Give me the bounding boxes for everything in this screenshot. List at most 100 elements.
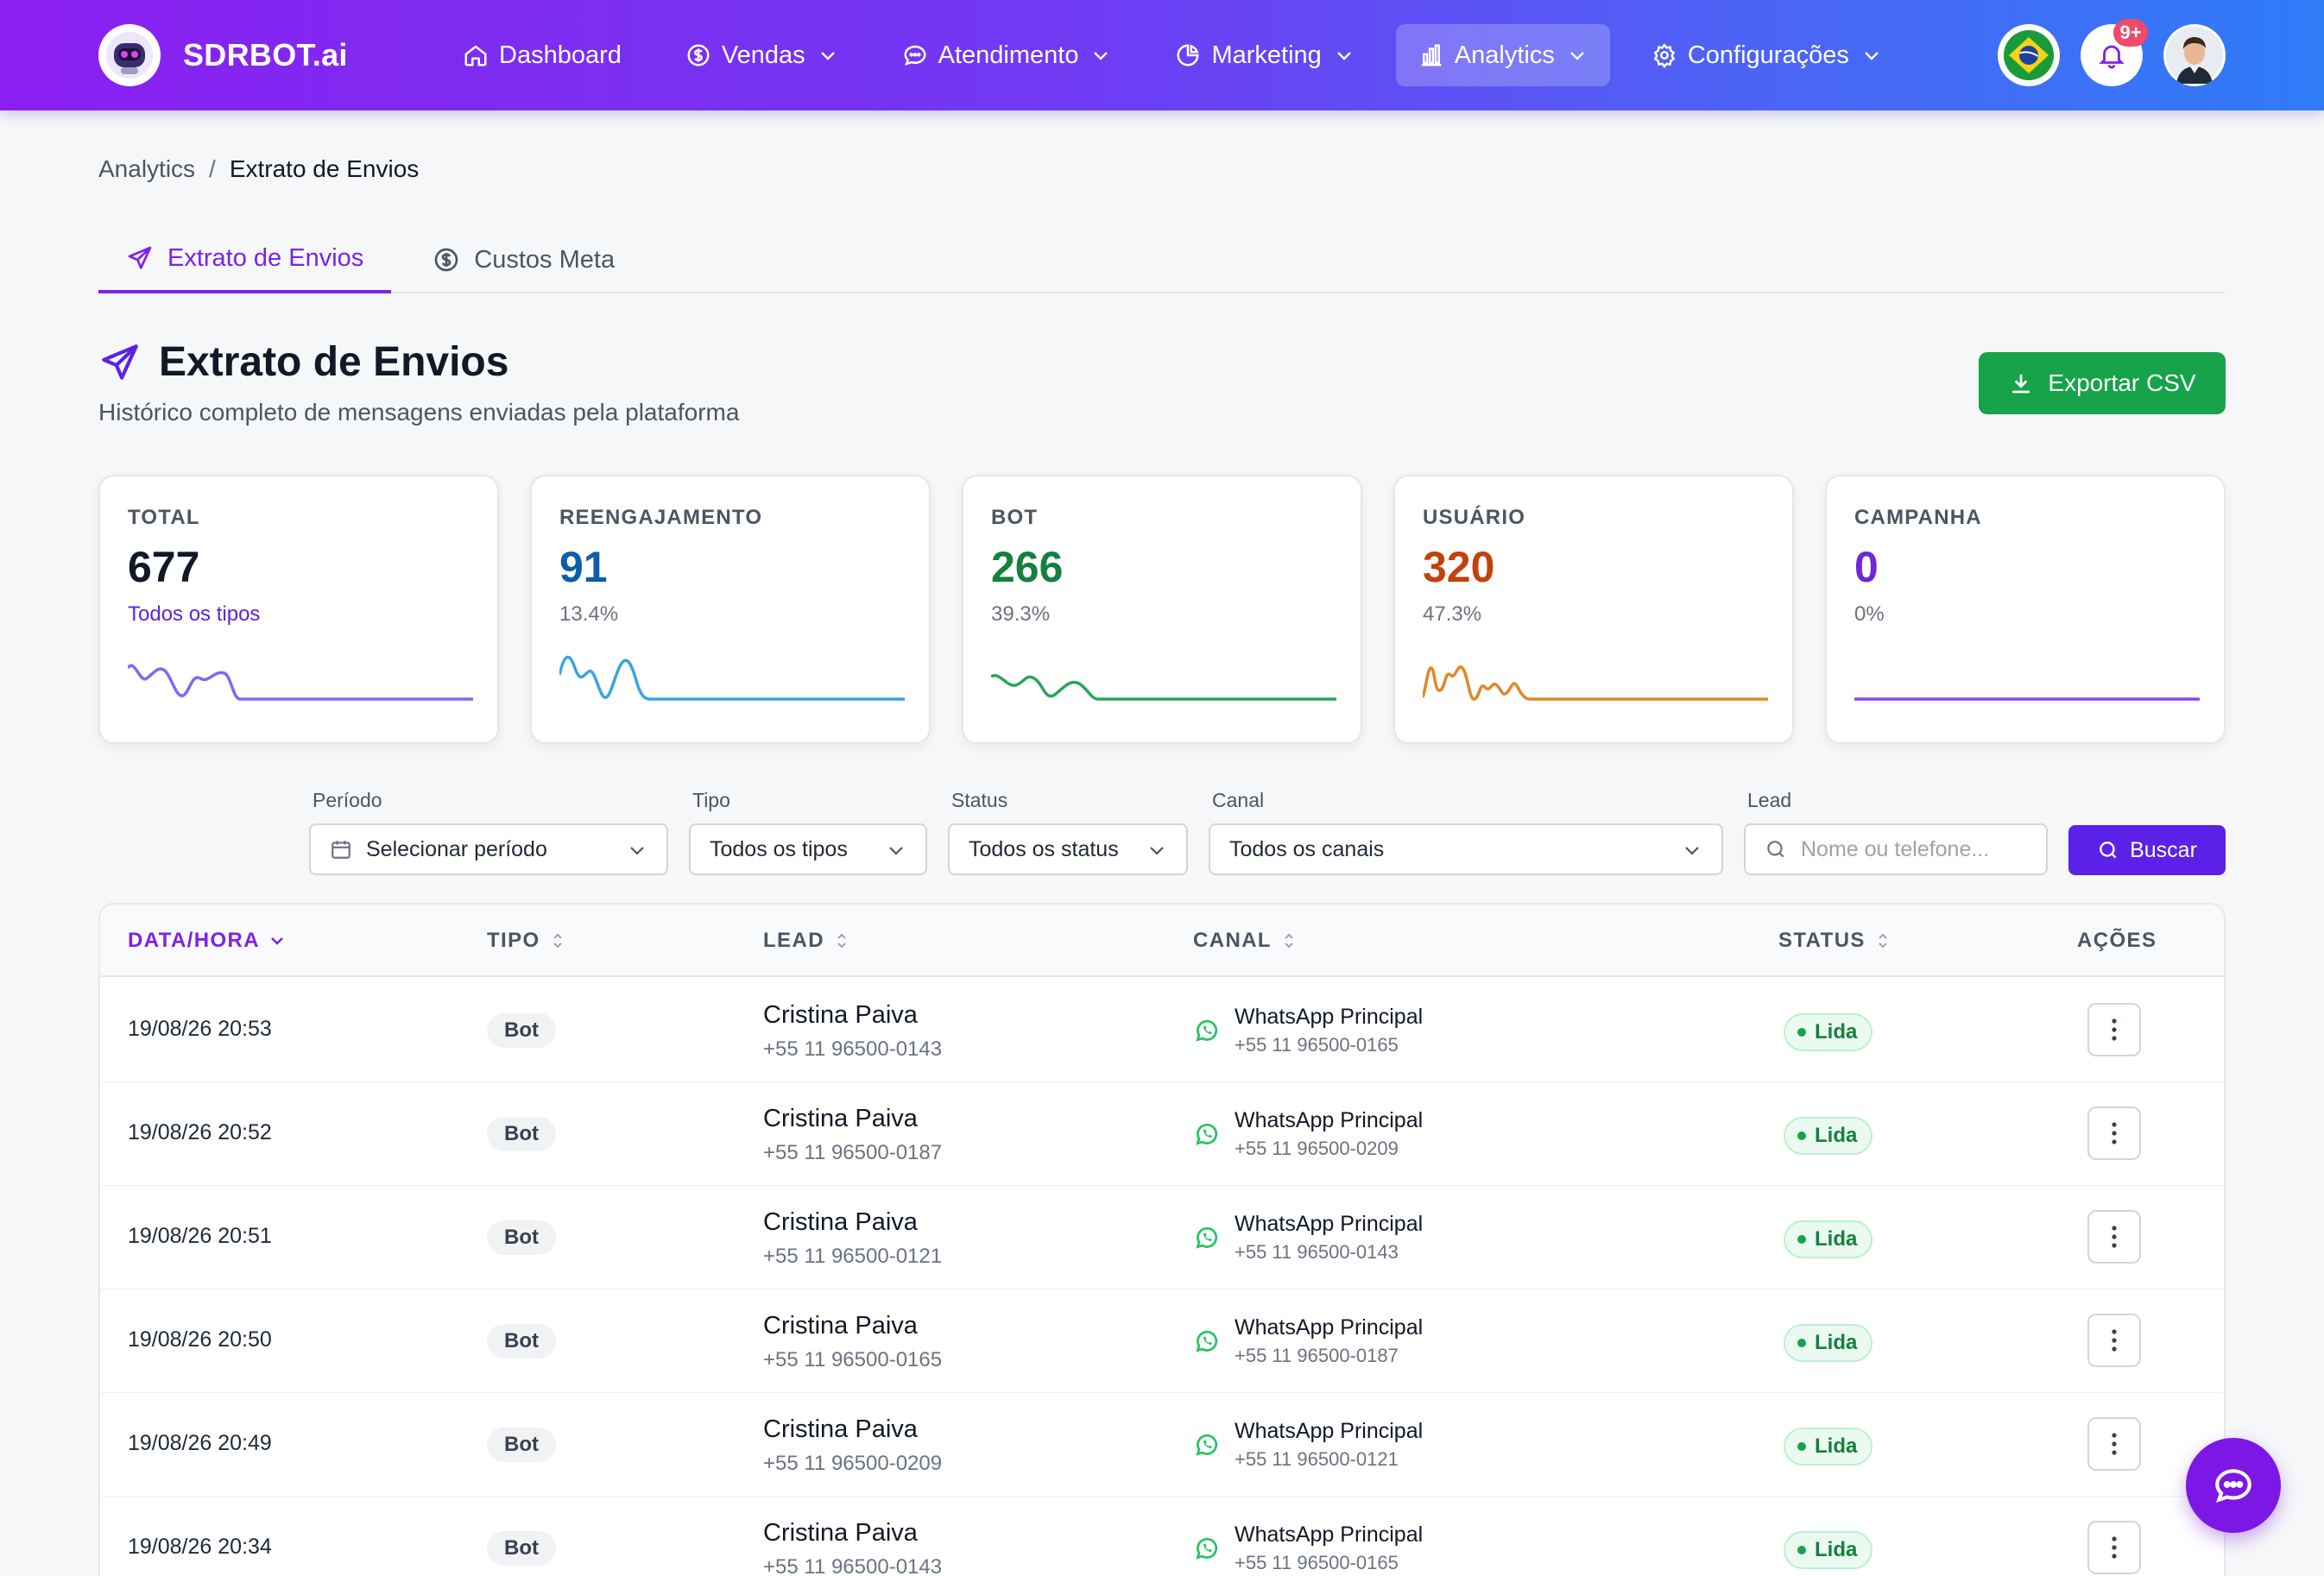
table-row[interactable]: 19/08/26 20:53 Bot Cristina Paiva +55 11… [100,979,2224,1082]
page-header: Extrato de Envios [98,338,508,386]
cell-date: 19/08/26 20:50 [128,1327,272,1352]
cell-date: 19/08/26 20:52 [128,1120,272,1144]
status-badge: Lida [1784,1220,1873,1258]
type-badge: Bot [487,1220,556,1255]
user-photo-icon [2166,27,2223,84]
col-label: LEAD [763,929,824,952]
table-row[interactable]: 19/08/26 20:51 Bot Cristina Paiva +55 11… [100,1186,2224,1289]
brand[interactable]: SDRBOT.ai [98,24,348,86]
lead-phone: +55 11 96500-0209 [763,1452,943,1475]
more-vertical-icon [2112,1122,2117,1144]
channel-select[interactable]: Todos os canais [1209,823,1723,875]
lead-phone: +55 11 96500-0121 [763,1245,943,1268]
col-status[interactable]: STATUS [1778,929,1890,953]
row-actions-button[interactable] [2087,1106,2141,1160]
col-tipo[interactable]: TIPO [487,929,565,953]
nav-label: Marketing [1211,41,1322,69]
chevron-down-icon [1861,45,1882,66]
row-actions-button[interactable] [2087,1003,2141,1056]
type-select[interactable]: Todos os tipos [689,823,927,875]
pie-icon [1175,42,1201,68]
more-vertical-icon [2112,1329,2117,1352]
dollar-circle-icon [433,246,460,274]
more-vertical-icon [2112,1536,2117,1559]
channel-name: WhatsApp Principal [1235,1315,1424,1340]
chevron-down-icon [270,931,284,950]
breadcrumb-separator: / [209,155,216,182]
nav-marketing[interactable]: Marketing [1153,24,1376,86]
period-select[interactable]: Selecionar período [309,823,668,875]
status-dot [1797,1442,1806,1451]
status-badge: Lida [1784,1428,1873,1466]
channel-name: WhatsApp Principal [1235,1522,1424,1547]
filter-label-lead: Lead [1747,789,1792,811]
home-icon [463,42,489,68]
cell-date: 19/08/26 20:53 [128,1017,272,1041]
lead-name[interactable]: Cristina Paiva [763,1001,918,1029]
tab-extrato-de-envios[interactable]: Extrato de Envios [98,226,392,293]
whatsapp-icon [1193,1431,1221,1459]
row-actions-button[interactable] [2087,1210,2141,1264]
language-selector[interactable] [1998,24,2060,86]
breadcrumb-current: Extrato de Envios [229,155,420,182]
status-value: Todos os status [969,836,1119,861]
status-label: Lida [1815,1124,1858,1147]
nav-analytics[interactable]: Analytics [1395,24,1610,86]
row-actions-button[interactable] [2087,1314,2141,1367]
dollar-icon [685,42,711,68]
table-row[interactable]: 19/08/26 20:34 Bot Cristina Paiva +55 11… [100,1497,2224,1576]
nav-atendimento[interactable]: Atendimento [880,24,1134,86]
user-avatar[interactable] [2163,24,2226,86]
status-badge: Lida [1784,1013,1873,1051]
lead-search-input[interactable]: Nome ou telefone... [1744,823,2048,875]
chat-support-button[interactable] [2186,1438,2281,1533]
stat-card-total: TOTAL 677 Todos os tipos [98,475,499,744]
stat-label: USUÁRIO [1423,506,1526,529]
lead-name[interactable]: Cristina Paiva [763,1208,918,1236]
lead-name[interactable]: Cristina Paiva [763,1312,918,1340]
lead-name[interactable]: Cristina Paiva [763,1105,918,1132]
table-row[interactable]: 19/08/26 20:52 Bot Cristina Paiva +55 11… [100,1082,2224,1186]
sends-table: DATA/HORA TIPO LEAD CANAL STATUS AÇÕES 1… [98,903,2226,1576]
period-value: Selecionar período [366,836,547,861]
stat-card-campanha: CAMPANHA 0 0% [1825,475,2226,744]
nav-label: Vendas [721,41,805,69]
table-row[interactable]: 19/08/26 20:50 Bot Cristina Paiva +55 11… [100,1289,2224,1393]
status-badge: Lida [1784,1531,1873,1569]
row-actions-button[interactable] [2087,1417,2141,1471]
col-data-hora[interactable]: DATA/HORA [128,929,284,953]
breadcrumb-parent[interactable]: Analytics [98,155,196,182]
nav-label: Dashboard [499,41,622,69]
nav-configuracoes[interactable]: Configurações [1629,24,1904,86]
col-canal[interactable]: CANAL [1193,929,1296,953]
export-csv-button[interactable]: Exportar CSV [1979,352,2226,414]
tabs: Extrato de Envios Custos Meta [98,226,2226,293]
search-button[interactable]: Buscar [2068,825,2226,875]
status-select[interactable]: Todos os status [948,823,1188,875]
lead-name[interactable]: Cristina Paiva [763,1519,918,1547]
bell-icon [2099,45,2125,69]
notifications-badge: 9+ [2113,19,2148,47]
nav-dashboard[interactable]: Dashboard [440,24,644,86]
sparkline [1854,697,2200,701]
status-badge: Lida [1784,1117,1873,1155]
robot-logo-icon [98,24,161,86]
lead-phone: +55 11 96500-0165 [763,1348,943,1371]
tab-custos-meta[interactable]: Custos Meta [405,226,642,293]
sort-icon [1282,931,1296,950]
search-label: Buscar [2130,837,2197,862]
table-row[interactable]: 19/08/26 20:49 Bot Cristina Paiva +55 11… [100,1393,2224,1497]
type-badge: Bot [487,1324,556,1359]
brand-name: SDRBOT.ai [183,37,348,72]
col-lead[interactable]: LEAD [763,929,849,953]
gear-icon [1651,42,1677,68]
nav-vendas[interactable]: Vendas [663,24,861,86]
main-nav: Dashboard Vendas Atendimento Marketing A… [440,24,1923,86]
type-value: Todos os tipos [710,836,848,861]
status-dot [1797,1339,1806,1347]
whatsapp-icon [1193,1224,1221,1251]
chevron-down-icon [818,45,838,66]
row-actions-button[interactable] [2087,1521,2141,1574]
download-icon [2008,370,2034,396]
lead-name[interactable]: Cristina Paiva [763,1415,918,1443]
